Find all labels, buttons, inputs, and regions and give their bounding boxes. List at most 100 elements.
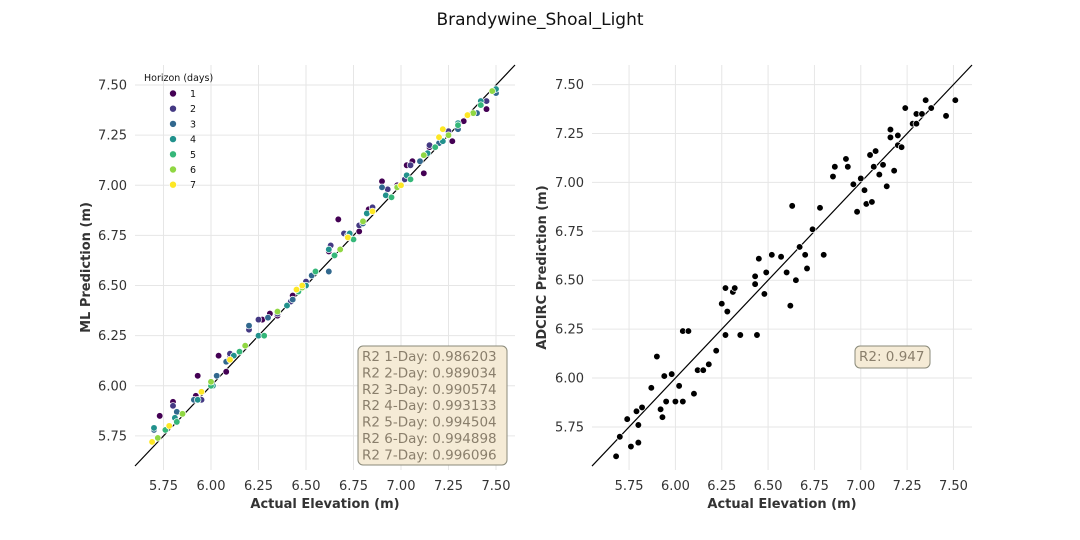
- x-axis-label: Actual Elevation (m): [707, 497, 856, 512]
- data-point-horizon-adcirc: [671, 397, 680, 406]
- y-tick-labels: 5.75 6.00 6.25 6.50 6.75 7.00 7.25 7.50: [98, 79, 127, 445]
- x-tick-label: 7.50: [482, 479, 511, 494]
- legend-label: 3: [190, 119, 196, 130]
- y-axis-label: ADCIRC Prediction (m): [535, 185, 550, 349]
- legend-label: 1: [190, 89, 196, 100]
- annotation-box-background: [854, 345, 931, 369]
- data-point-horizon-adcirc: [849, 180, 858, 188]
- data-point-horizon-7: [197, 388, 206, 396]
- data-point-horizon-adcirc: [721, 331, 730, 339]
- x-tick-label: 6.00: [661, 479, 690, 494]
- data-point-horizon-adcirc: [786, 302, 794, 310]
- legend-label: 6: [190, 165, 196, 176]
- y-tick-label: 7.50: [555, 78, 584, 93]
- data-point-horizon-5: [431, 143, 439, 151]
- data-point-horizon-4: [194, 396, 202, 404]
- data-point-horizon-3: [213, 372, 221, 380]
- data-point-horizon-5: [235, 348, 244, 356]
- y-tick-label: 7.25: [98, 129, 127, 144]
- data-point-horizon-adcirc: [860, 186, 869, 194]
- legend-marker: [169, 89, 177, 98]
- x-tick-label: 6.00: [197, 479, 226, 494]
- data-point-horizon-adcirc: [679, 397, 687, 406]
- data-point-horizon-adcirc: [634, 438, 642, 447]
- x-axis-label: Actual Elevation (m): [250, 497, 399, 512]
- data-point-horizon-4: [283, 301, 291, 310]
- data-point-horizon-adcirc: [842, 155, 850, 163]
- data-point-horizon-adcirc: [894, 131, 902, 140]
- data-point-horizon-adcirc: [871, 147, 880, 155]
- data-point-horizon-adcirc: [668, 370, 676, 378]
- data-point-horizon-1: [214, 352, 223, 360]
- legend-marker: [169, 120, 177, 128]
- data-point-horizon-adcirc: [927, 104, 935, 112]
- data-point-horizon-7: [298, 281, 306, 290]
- data-point-horizon-adcirc: [760, 290, 769, 298]
- x-tick-label: 7.25: [434, 479, 463, 494]
- data-point-horizon-1: [378, 177, 386, 185]
- data-point-horizon-7: [165, 422, 173, 430]
- data-point-horizon-7: [292, 285, 301, 294]
- data-point-horizon-adcirc: [662, 397, 670, 406]
- data-point-horizon-adcirc: [868, 198, 876, 206]
- data-point-horizon-adcirc: [922, 96, 930, 104]
- data-point-horizon-5: [330, 251, 339, 260]
- legend-label: 5: [190, 150, 196, 161]
- data-point-horizon-adcirc: [820, 251, 828, 259]
- legend-title: Horizon (days): [144, 73, 213, 84]
- data-point-horizon-adcirc: [901, 104, 909, 112]
- data-point-horizon-3: [325, 267, 333, 276]
- legend-marker: [169, 104, 177, 113]
- data-point-horizon-adcirc: [658, 413, 667, 421]
- legend-marker: [169, 150, 177, 159]
- x-tick-labels: 5.75 6.00 6.25 6.50 6.75 7.00 7.25 7.50: [149, 479, 510, 494]
- data-point-horizon-1: [355, 227, 363, 236]
- data-point-horizon-7: [435, 133, 443, 141]
- data-point-horizon-3: [289, 295, 297, 304]
- data-point-horizon-adcirc: [875, 170, 883, 179]
- legend-marker: [169, 135, 177, 143]
- data-point-horizon-adcirc: [883, 182, 891, 190]
- data-point-horizon-2: [406, 161, 415, 169]
- data-point-horizon-adcirc: [656, 405, 665, 413]
- data-point-horizon-3: [245, 321, 253, 330]
- data-point-horizon-adcirc: [918, 110, 926, 118]
- y-tick-label: 6.00: [555, 372, 584, 387]
- data-point-horizon-5: [454, 121, 462, 129]
- data-point-horizon-adcirc: [951, 96, 959, 104]
- annotation-line: R2: 0.947: [859, 349, 924, 365]
- data-point-horizon-6: [178, 410, 187, 418]
- data-point-horizon-5: [260, 332, 268, 340]
- data-point-horizon-6: [154, 434, 162, 442]
- legend-marker: [169, 180, 177, 189]
- data-point-horizon-adcirc: [857, 174, 865, 183]
- data-point-horizon-1: [194, 372, 202, 380]
- data-point-horizon-6: [420, 151, 428, 159]
- annotation-line: R2 6-Day: 0.994898: [362, 431, 497, 447]
- data-point-horizon-adcirc: [942, 112, 950, 120]
- x-tick-label: 7.25: [893, 479, 922, 494]
- data-point-horizon-adcirc: [886, 125, 895, 134]
- x-tick-label: 6.50: [292, 479, 321, 494]
- adcirc-prediction-panel: ADCIRC Prediction (m) Actual Elevation (…: [535, 64, 973, 512]
- data-point-horizon-adcirc: [782, 268, 791, 277]
- data-point-horizon-adcirc: [632, 407, 641, 415]
- data-point-horizon-6: [241, 342, 249, 350]
- y-tick-label: 6.75: [555, 225, 584, 240]
- data-point-horizon-2: [169, 402, 177, 410]
- data-point-horizon-3: [378, 183, 386, 191]
- data-point-horizon-adcirc: [808, 225, 817, 233]
- data-point-horizon-4: [325, 245, 333, 254]
- data-point-horizon-adcirc: [718, 300, 726, 308]
- data-point-horizon-5: [173, 418, 181, 426]
- y-tick-label: 5.75: [98, 429, 127, 444]
- y-axis-label: ML Prediction (m): [79, 202, 94, 333]
- data-point-horizon-adcirc: [721, 284, 730, 292]
- data-point-horizon-1: [222, 368, 230, 376]
- scatter-points: [148, 85, 500, 446]
- data-point-horizon-adcirc: [736, 331, 744, 339]
- legend-marker: [169, 165, 177, 174]
- annotation-line: R2 1-Day: 0.986203: [362, 349, 497, 365]
- data-point-horizon-adcirc: [816, 204, 824, 212]
